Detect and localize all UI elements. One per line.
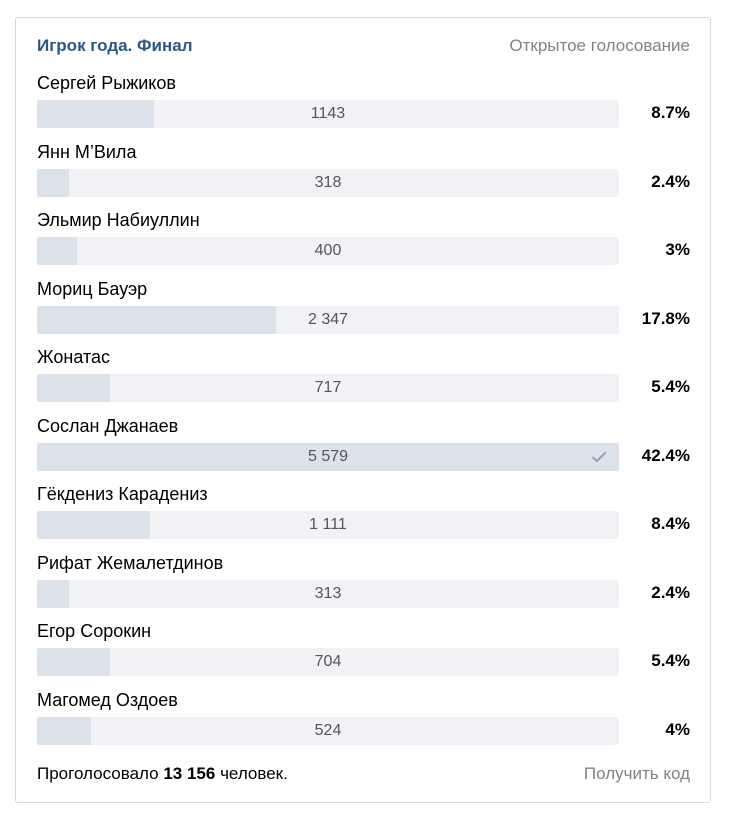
- option-percent: 4%: [665, 719, 690, 739]
- option-label: Рифат Жемалетдинов: [37, 552, 224, 573]
- option-bar-fill: [37, 237, 78, 265]
- option-label: Жонатас: [37, 347, 111, 367]
- option-bar-fill: [37, 305, 277, 334]
- option-label: Магомед Оздоев: [37, 689, 178, 710]
- option-bar-fill: [37, 442, 619, 471]
- total-count: 13 156: [163, 764, 216, 783]
- option-bar[interactable]: 704: [37, 648, 619, 676]
- option-bar[interactable]: 1143: [37, 100, 619, 128]
- poll-option[interactable]: Магомед Оздоев 524 4%: [37, 690, 690, 759]
- option-label: Эльмир Набиуллин: [37, 210, 200, 230]
- poll-options: Сергей Рыжиков 1143 8.7% Янн М’Вила 318 2.4% Э…: [37, 73, 690, 758]
- option-vote-count: 313: [314, 584, 342, 602]
- checkmark-icon: [592, 451, 606, 462]
- option-bar[interactable]: 318: [37, 168, 619, 197]
- option-bar-fill: [37, 100, 154, 128]
- option-vote-count: 318: [314, 173, 342, 191]
- option-vote-count: 1 111: [309, 516, 347, 533]
- option-bar[interactable]: 400: [37, 237, 619, 265]
- option-bar-fill: [37, 579, 70, 608]
- poll-option[interactable]: Мориц Бауэр 2 347 17.8%: [37, 279, 690, 348]
- option-bar-fill: [37, 648, 110, 676]
- option-percent: 8.7%: [651, 103, 690, 122]
- option-percent: 2.4%: [651, 171, 690, 191]
- poll-option[interactable]: Рифат Жемалетдинов 313 2.4%: [37, 553, 690, 622]
- poll-option[interactable]: Сослан Джанаев 5 579 42.4%: [37, 416, 690, 485]
- option-bar[interactable]: 5 579: [37, 442, 619, 471]
- option-vote-count: 524: [314, 721, 342, 739]
- get-code-link[interactable]: Получить код: [583, 764, 690, 783]
- poll-option[interactable]: Эльмир Набиуллин 400 3%: [37, 210, 690, 279]
- option-vote-count: 400: [314, 242, 342, 259]
- total-suffix: человек.: [215, 764, 288, 783]
- poll-option[interactable]: Жонатас 717 5.4%: [37, 347, 690, 416]
- option-bar[interactable]: 1 111: [37, 511, 619, 539]
- option-label: Егор Сорокин: [37, 621, 152, 641]
- option-bar[interactable]: 2 347: [37, 305, 619, 334]
- poll-option[interactable]: Сергей Рыжиков 1143 8.7%: [37, 73, 690, 142]
- option-vote-count: 717: [314, 379, 342, 396]
- option-percent: 17.8%: [641, 308, 690, 328]
- option-bar-fill: [37, 374, 110, 402]
- poll-option[interactable]: Егор Сорокин 704 5.4%: [37, 621, 690, 690]
- option-percent: 5.4%: [651, 651, 690, 670]
- option-vote-count: 2 347: [307, 310, 349, 328]
- option-bar-fill: [37, 511, 150, 539]
- option-label: Янн М’Вила: [37, 141, 137, 162]
- total-prefix: Проголосовало: [37, 764, 164, 783]
- option-label: Гёкдениз Карадениз: [37, 484, 208, 504]
- option-percent: 8.4%: [651, 514, 690, 533]
- poll-type-label: Открытое голосование: [509, 36, 690, 55]
- option-percent: 2.4%: [651, 582, 690, 602]
- option-bar-fill: [37, 168, 70, 197]
- total-votes: Проголосовало 13 156 человек.: [37, 764, 288, 784]
- option-label: Сергей Рыжиков: [37, 73, 176, 93]
- option-vote-count: 704: [314, 653, 342, 670]
- option-percent: 5.4%: [651, 377, 690, 396]
- poll-option[interactable]: Гёкдениз Карадениз 1 111 8.4%: [37, 484, 690, 553]
- option-bar[interactable]: 717: [37, 374, 619, 402]
- option-bar[interactable]: 313: [37, 579, 619, 608]
- option-label: Сослан Джанаев: [37, 415, 179, 436]
- option-vote-count: 5 579: [307, 447, 349, 465]
- option-bar[interactable]: 524: [37, 716, 619, 745]
- option-percent: 3%: [665, 240, 690, 259]
- option-vote-count: 1143: [310, 105, 346, 122]
- option-label: Мориц Бауэр: [37, 278, 148, 299]
- option-bar-fill: [37, 716, 91, 745]
- poll-option[interactable]: Янн М’Вила 318 2.4%: [37, 142, 690, 211]
- option-percent: 42.4%: [641, 445, 690, 465]
- poll-title: Игрок года. Финал: [37, 36, 193, 55]
